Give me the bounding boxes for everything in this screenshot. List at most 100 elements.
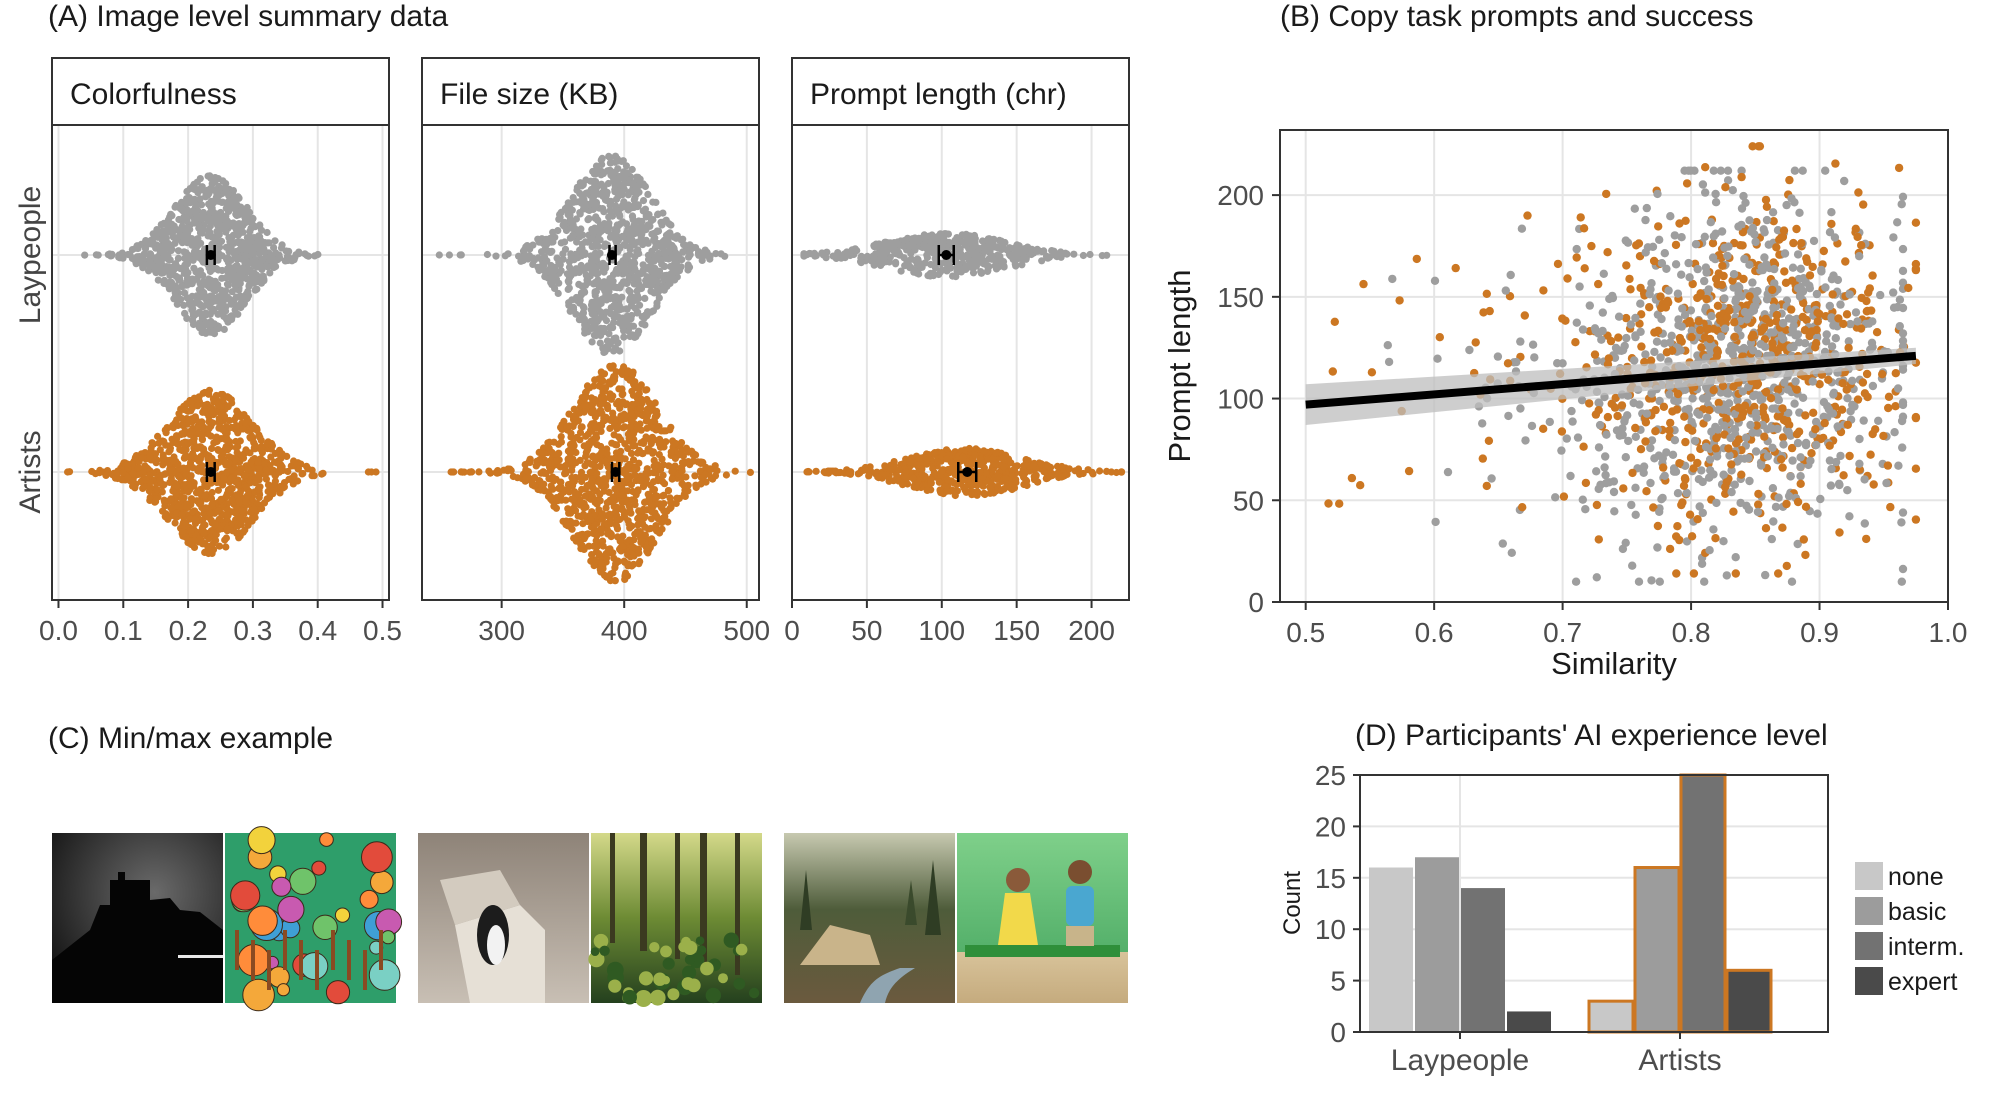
panel-c-title: (C) Min/max example bbox=[48, 722, 333, 755]
data-point bbox=[929, 272, 938, 280]
data-point bbox=[577, 180, 585, 188]
data-point bbox=[278, 450, 286, 458]
data-point bbox=[620, 363, 628, 371]
data-point bbox=[1043, 473, 1051, 481]
data-point bbox=[186, 463, 194, 471]
data-point bbox=[613, 306, 621, 314]
data-point bbox=[193, 178, 201, 186]
data-point bbox=[153, 486, 161, 494]
data-point bbox=[685, 253, 693, 261]
data-point bbox=[171, 203, 179, 211]
data-point bbox=[671, 454, 680, 462]
data-point bbox=[643, 424, 651, 432]
facet-title-file-size: File size (KB) bbox=[440, 78, 618, 111]
panel-a-title: (A) Image level summary data bbox=[48, 0, 448, 33]
x-tick-label: 0 bbox=[784, 615, 800, 646]
data-point bbox=[678, 459, 687, 467]
data-point bbox=[678, 473, 686, 481]
data-point bbox=[1010, 465, 1018, 474]
data-point bbox=[198, 468, 206, 476]
data-point bbox=[971, 235, 979, 243]
data-point bbox=[230, 194, 238, 202]
data-point bbox=[179, 528, 187, 536]
data-point bbox=[698, 256, 706, 264]
data-point bbox=[195, 393, 203, 401]
data-point bbox=[658, 455, 666, 463]
data-point bbox=[235, 280, 243, 288]
data-point bbox=[204, 299, 212, 307]
data-point bbox=[865, 472, 873, 480]
data-point bbox=[256, 433, 264, 441]
data-point bbox=[895, 466, 903, 474]
data-point bbox=[588, 338, 596, 346]
data-point bbox=[629, 322, 638, 330]
data-point bbox=[492, 252, 500, 260]
data-point bbox=[195, 269, 203, 277]
data-point bbox=[155, 439, 163, 447]
data-point bbox=[189, 320, 198, 329]
data-point bbox=[1044, 254, 1052, 262]
data-point bbox=[1013, 241, 1021, 249]
data-point bbox=[631, 201, 639, 209]
data-point bbox=[903, 474, 911, 482]
data-point bbox=[184, 253, 192, 261]
x-tick-label: 0.2 bbox=[169, 615, 208, 646]
data-point bbox=[606, 424, 614, 432]
data-point bbox=[969, 243, 977, 251]
data-point bbox=[600, 370, 609, 378]
data-point bbox=[594, 216, 602, 224]
data-point bbox=[573, 238, 581, 246]
data-point bbox=[607, 310, 615, 318]
data-point bbox=[247, 426, 255, 434]
data-point bbox=[613, 425, 621, 433]
data-point bbox=[175, 215, 183, 224]
data-point bbox=[651, 234, 659, 242]
data-point bbox=[529, 241, 537, 249]
data-point bbox=[540, 480, 548, 488]
data-point bbox=[173, 300, 181, 308]
y-label-artists: Artists bbox=[14, 430, 47, 513]
data-point bbox=[609, 569, 617, 577]
x-tick-label: 400 bbox=[601, 615, 648, 646]
data-point bbox=[664, 518, 672, 526]
data-point bbox=[1058, 473, 1066, 481]
data-point bbox=[212, 536, 220, 545]
swarm-artists bbox=[64, 386, 380, 558]
data-point bbox=[249, 214, 257, 223]
data-point bbox=[627, 314, 635, 322]
data-point bbox=[992, 449, 1000, 457]
data-point bbox=[584, 189, 592, 197]
data-point bbox=[215, 401, 223, 410]
data-point bbox=[659, 471, 667, 479]
data-point bbox=[615, 385, 623, 393]
data-point bbox=[246, 488, 254, 496]
data-point bbox=[186, 430, 194, 438]
data-point bbox=[565, 422, 573, 430]
data-point bbox=[1065, 465, 1073, 473]
data-point bbox=[250, 279, 258, 287]
data-point bbox=[164, 515, 172, 523]
data-point bbox=[435, 251, 443, 259]
data-point bbox=[238, 267, 246, 275]
data-point bbox=[196, 224, 204, 232]
data-point bbox=[554, 289, 562, 297]
data-point bbox=[630, 221, 638, 229]
data-point bbox=[697, 458, 705, 466]
data-point bbox=[587, 516, 595, 524]
data-point bbox=[587, 480, 595, 488]
data-point bbox=[220, 475, 228, 483]
data-point bbox=[263, 228, 271, 237]
data-point bbox=[167, 474, 175, 482]
data-point bbox=[976, 468, 984, 476]
data-point bbox=[701, 246, 709, 254]
data-point bbox=[201, 492, 209, 500]
data-point bbox=[669, 273, 677, 281]
data-point bbox=[618, 398, 627, 406]
data-point bbox=[622, 241, 630, 250]
data-point bbox=[609, 377, 617, 385]
data-point bbox=[147, 251, 155, 259]
data-point bbox=[255, 493, 263, 502]
mean-point bbox=[606, 250, 617, 260]
data-point bbox=[965, 444, 974, 453]
data-point bbox=[568, 206, 576, 214]
